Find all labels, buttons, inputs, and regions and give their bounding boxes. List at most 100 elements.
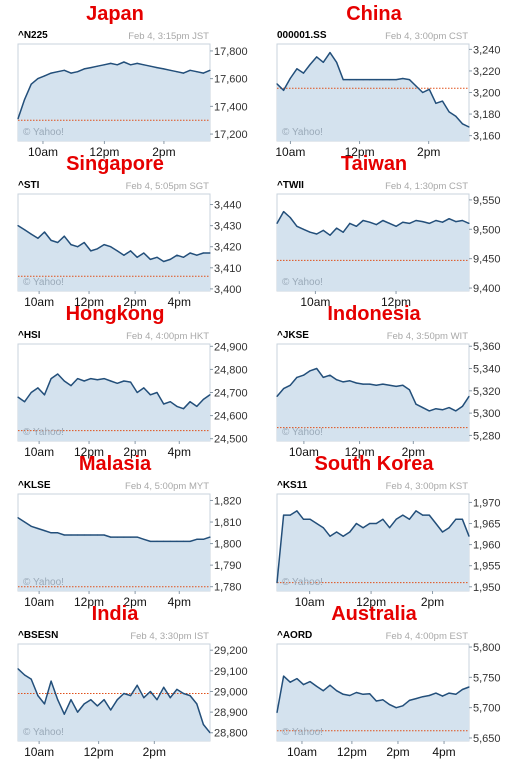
data-point bbox=[50, 680, 52, 682]
data-point bbox=[24, 229, 26, 231]
data-point bbox=[196, 405, 198, 407]
data-point bbox=[130, 695, 132, 697]
chart-title: Hongkong bbox=[65, 303, 165, 325]
data-point bbox=[369, 383, 371, 385]
price-line bbox=[17, 61, 211, 120]
data-point bbox=[289, 514, 291, 516]
data-point bbox=[110, 246, 112, 248]
data-point bbox=[63, 235, 65, 237]
data-point bbox=[455, 410, 457, 412]
y-tick-label: 5,340 bbox=[473, 364, 501, 376]
x-tick-label: 4pm bbox=[168, 445, 191, 459]
data-point bbox=[123, 380, 125, 382]
data-point bbox=[156, 699, 158, 701]
data-point bbox=[468, 126, 470, 128]
chart-title: Australia bbox=[331, 603, 417, 625]
price-area bbox=[18, 225, 210, 291]
x-tick-label: 10am bbox=[24, 595, 54, 609]
quote-timestamp: Feb 4, 3:30pm IST bbox=[130, 631, 209, 642]
data-point bbox=[182, 72, 185, 74]
data-point bbox=[342, 79, 344, 81]
y-tick-label: 24,600 bbox=[214, 411, 248, 423]
yahoo-watermark: © Yahoo! bbox=[23, 577, 64, 588]
chart-panel: Japan ^N225 Feb 4, 3:15pm JST 17,800 17,600 1… bbox=[0, 0, 259, 159]
data-point bbox=[402, 384, 404, 386]
chart-panel: Malasia ^KLSE Feb 4, 5:00pm MYT 1,820 1,810 1… bbox=[0, 450, 259, 609]
chart-title: Malasia bbox=[78, 453, 152, 475]
data-point bbox=[163, 260, 165, 263]
data-point bbox=[395, 79, 397, 81]
data-point bbox=[176, 71, 178, 73]
x-tick-label: 2pm bbox=[143, 745, 166, 759]
data-point bbox=[441, 100, 444, 102]
data-point bbox=[408, 389, 410, 391]
yahoo-watermark: © Yahoo! bbox=[23, 277, 64, 288]
data-point bbox=[316, 522, 318, 525]
data-point bbox=[110, 709, 112, 711]
quote-timestamp: Feb 4, 4:00pm EST bbox=[385, 631, 468, 642]
data-point bbox=[309, 518, 311, 520]
data-point bbox=[202, 72, 204, 74]
data-point bbox=[389, 527, 391, 529]
data-point bbox=[296, 376, 298, 378]
data-point bbox=[322, 61, 324, 63]
data-point bbox=[329, 535, 331, 537]
data-point bbox=[408, 518, 410, 520]
data-point bbox=[116, 536, 118, 538]
data-point bbox=[83, 68, 85, 70]
price-line bbox=[276, 367, 470, 412]
x-tick-label: 10am bbox=[300, 295, 330, 309]
chart-svg: 5,800 5,750 5,700 5,650 10am 12pm 2pm 4pm © Yaho… bbox=[276, 642, 501, 759]
x-tick-label: 12pm bbox=[74, 295, 104, 309]
data-point bbox=[316, 685, 318, 687]
data-point bbox=[389, 222, 391, 224]
price-line bbox=[17, 224, 210, 263]
chart-title: China bbox=[346, 3, 402, 25]
data-point bbox=[441, 409, 444, 411]
y-tick-label: 1,780 bbox=[214, 582, 242, 594]
y-tick-label: 29,200 bbox=[214, 645, 248, 657]
y-tick-label: 3,400 bbox=[214, 284, 242, 296]
y-tick-label: 3,440 bbox=[214, 200, 242, 212]
x-tick-label: 10am bbox=[24, 295, 54, 309]
data-point bbox=[70, 385, 72, 387]
chart-svg: 9,550 9,500 9,450 9,400 10am 12pm © Yahoo! bbox=[276, 193, 501, 309]
data-point bbox=[116, 382, 118, 384]
data-point bbox=[428, 410, 430, 412]
data-point bbox=[342, 535, 344, 537]
x-tick-label: 4pm bbox=[168, 295, 191, 309]
data-point bbox=[30, 525, 32, 527]
data-point bbox=[448, 527, 450, 529]
data-point bbox=[435, 219, 437, 222]
data-point bbox=[43, 703, 46, 705]
data-point bbox=[130, 536, 132, 538]
yahoo-watermark: © Yahoo! bbox=[23, 127, 64, 138]
data-point bbox=[176, 405, 178, 407]
ticker-symbol: ^KLSE bbox=[18, 480, 51, 491]
data-point bbox=[77, 71, 79, 73]
data-point bbox=[283, 514, 285, 516]
data-point bbox=[196, 703, 198, 705]
y-tick-label: 29,000 bbox=[214, 687, 248, 699]
data-point bbox=[63, 713, 65, 715]
data-point bbox=[362, 219, 364, 222]
x-tick-label: 10am bbox=[275, 145, 305, 159]
data-point bbox=[202, 538, 204, 540]
y-tick-label: 5,320 bbox=[473, 386, 501, 398]
data-point bbox=[30, 678, 32, 680]
data-point bbox=[149, 65, 151, 67]
quote-timestamp: Feb 4, 3:15pm JST bbox=[128, 31, 209, 42]
y-tick-label: 9,500 bbox=[473, 224, 501, 236]
data-point bbox=[57, 373, 59, 375]
chart-title: Japan bbox=[86, 3, 144, 25]
data-point bbox=[77, 534, 79, 536]
data-point bbox=[24, 401, 26, 403]
x-tick-label: 2pm bbox=[123, 295, 146, 309]
quote-timestamp: Feb 4, 5:05pm SGT bbox=[125, 181, 209, 192]
data-point bbox=[461, 123, 463, 125]
data-point bbox=[103, 64, 105, 66]
y-tick-label: 24,900 bbox=[214, 341, 248, 353]
data-point bbox=[369, 221, 371, 223]
data-point bbox=[448, 407, 450, 409]
data-point bbox=[182, 256, 185, 258]
